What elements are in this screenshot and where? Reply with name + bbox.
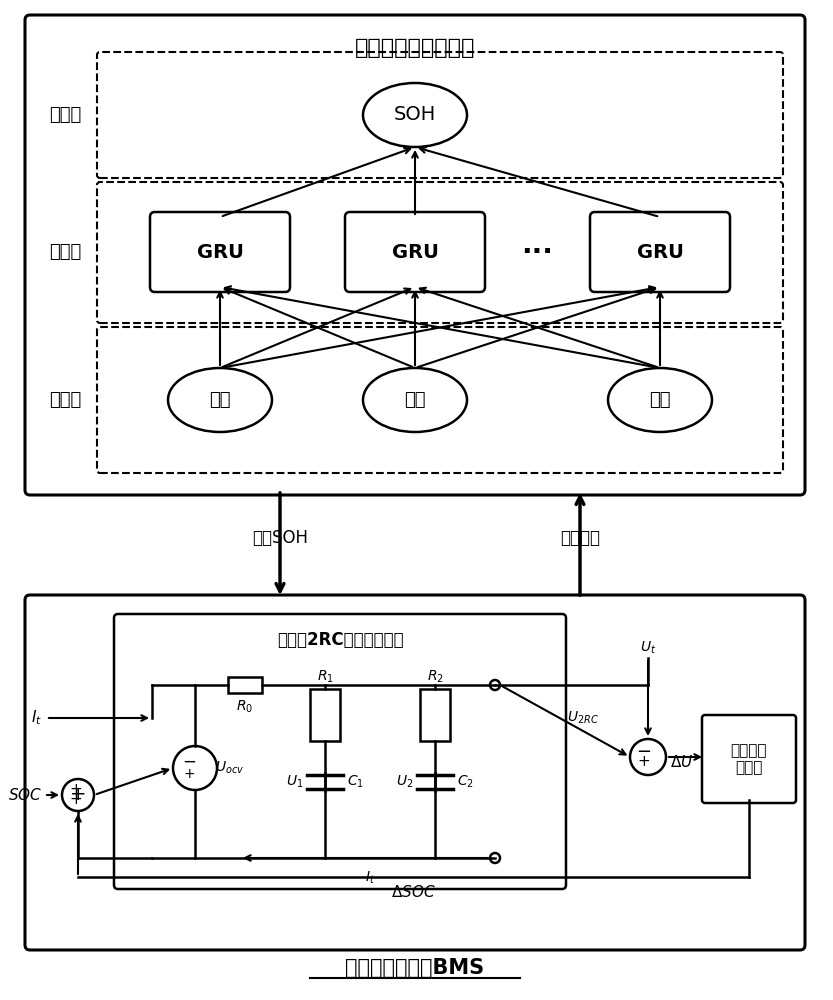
Text: 分布式储能单元BMS: 分布式储能单元BMS bbox=[346, 958, 485, 978]
Text: $\Delta U$: $\Delta U$ bbox=[670, 754, 693, 770]
Text: $U_2$: $U_2$ bbox=[396, 774, 413, 790]
Text: 电压: 电压 bbox=[404, 391, 426, 409]
FancyBboxPatch shape bbox=[97, 52, 783, 178]
Text: $R_0$: $R_0$ bbox=[237, 699, 253, 715]
FancyBboxPatch shape bbox=[702, 715, 796, 803]
Text: 锂电池2RC等效电路模型: 锂电池2RC等效电路模型 bbox=[277, 631, 403, 649]
Text: +: + bbox=[70, 786, 87, 804]
Ellipse shape bbox=[363, 83, 467, 147]
Text: $\Delta SOC$: $\Delta SOC$ bbox=[392, 884, 436, 900]
Text: GRU: GRU bbox=[197, 242, 243, 261]
Circle shape bbox=[490, 680, 500, 690]
Text: +: + bbox=[70, 782, 82, 798]
Bar bbox=[228, 677, 262, 693]
Circle shape bbox=[490, 853, 500, 863]
Ellipse shape bbox=[363, 368, 467, 432]
FancyBboxPatch shape bbox=[25, 15, 805, 495]
Text: $I_t$: $I_t$ bbox=[365, 870, 375, 886]
Text: GRU: GRU bbox=[636, 242, 683, 261]
Bar bbox=[310, 689, 340, 741]
FancyBboxPatch shape bbox=[97, 182, 783, 323]
Text: $U_{ocv}$: $U_{ocv}$ bbox=[215, 760, 244, 776]
Text: 电流: 电流 bbox=[209, 391, 231, 409]
Text: 扩展卡尔
曼滤波: 扩展卡尔 曼滤波 bbox=[731, 743, 767, 775]
FancyBboxPatch shape bbox=[150, 212, 290, 292]
Circle shape bbox=[173, 746, 217, 790]
Text: +: + bbox=[637, 754, 651, 770]
Text: 输入层: 输入层 bbox=[49, 391, 81, 409]
Circle shape bbox=[630, 739, 666, 775]
Text: GRU: GRU bbox=[392, 242, 438, 261]
Text: +: + bbox=[183, 767, 195, 781]
Circle shape bbox=[62, 779, 94, 811]
Text: $C_1$: $C_1$ bbox=[347, 774, 364, 790]
Text: −: − bbox=[182, 753, 196, 771]
Text: +: + bbox=[70, 792, 82, 806]
Text: 隐含层: 隐含层 bbox=[49, 243, 81, 261]
Ellipse shape bbox=[168, 368, 272, 432]
Text: $C_2$: $C_2$ bbox=[457, 774, 474, 790]
Text: $U_t$: $U_t$ bbox=[640, 640, 656, 656]
Text: $U_1$: $U_1$ bbox=[286, 774, 303, 790]
Ellipse shape bbox=[608, 368, 712, 432]
Text: 历史数据: 历史数据 bbox=[560, 529, 600, 547]
Text: 数据调度中心计算机: 数据调度中心计算机 bbox=[355, 38, 475, 58]
FancyBboxPatch shape bbox=[97, 327, 783, 473]
Text: $R_1$: $R_1$ bbox=[317, 669, 333, 685]
Text: $SOC$: $SOC$ bbox=[7, 787, 42, 803]
FancyBboxPatch shape bbox=[114, 614, 566, 889]
Text: 温度: 温度 bbox=[649, 391, 671, 409]
Text: 电池SOH: 电池SOH bbox=[252, 529, 308, 547]
Text: 输出层: 输出层 bbox=[49, 106, 81, 124]
Text: SOH: SOH bbox=[394, 105, 436, 124]
Text: $U_{2RC}$: $U_{2RC}$ bbox=[567, 710, 599, 726]
Text: $R_2$: $R_2$ bbox=[426, 669, 443, 685]
Text: ···: ··· bbox=[521, 238, 553, 266]
FancyBboxPatch shape bbox=[25, 595, 805, 950]
Text: −: − bbox=[636, 743, 651, 761]
Text: $I_t$: $I_t$ bbox=[31, 709, 42, 727]
FancyBboxPatch shape bbox=[345, 212, 485, 292]
FancyBboxPatch shape bbox=[590, 212, 730, 292]
Bar bbox=[420, 689, 450, 741]
